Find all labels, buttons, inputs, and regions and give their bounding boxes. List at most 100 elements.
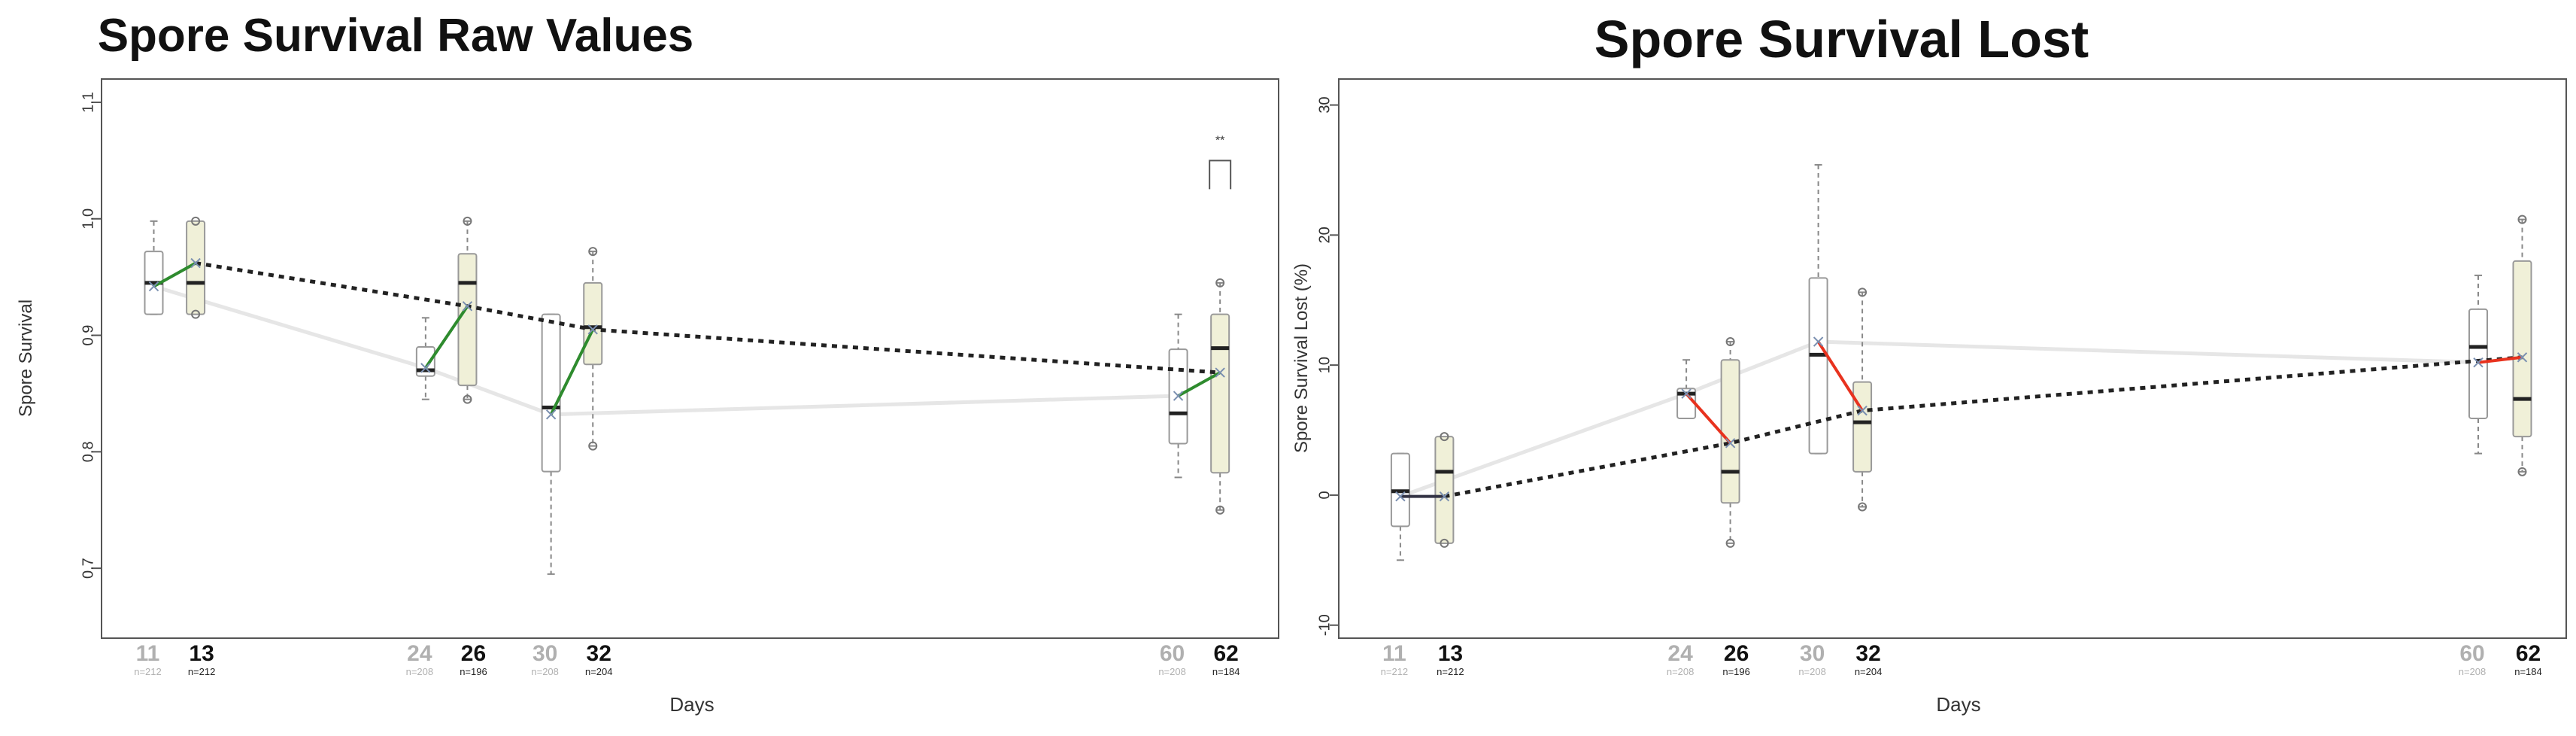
box-26 bbox=[457, 253, 478, 387]
y-tick-label: 30 bbox=[1316, 96, 1333, 113]
data-point bbox=[463, 216, 472, 226]
chart-raw-values: 0.7 0.8 0.9 1.0 1.1 Spore Survival Days 11 n=212… bbox=[16, 78, 1279, 716]
x-tick-label-13: 13 bbox=[189, 641, 214, 666]
data-point bbox=[588, 441, 598, 451]
mean-marker bbox=[1173, 391, 1184, 401]
n-count-32: n=204 bbox=[585, 666, 613, 677]
mean-marker bbox=[587, 324, 598, 335]
x-tick-label-11: 11 bbox=[1382, 641, 1406, 666]
mean-marker bbox=[2473, 357, 2483, 368]
x-tick-label-60: 60 bbox=[1160, 641, 1185, 666]
x-tick-label-30: 30 bbox=[1800, 641, 1825, 666]
y-tick-label: 0.7 bbox=[80, 558, 96, 579]
mean-marker bbox=[1215, 367, 1225, 378]
box-30 bbox=[1808, 277, 1828, 455]
mean-marker bbox=[1681, 388, 1692, 399]
box-26 bbox=[1720, 359, 1740, 504]
data-point bbox=[1440, 538, 1449, 548]
mean-marker bbox=[148, 281, 159, 292]
data-point bbox=[1215, 278, 1225, 287]
data-point bbox=[1725, 538, 1735, 548]
treated-trend-line bbox=[195, 261, 1221, 375]
pair-line bbox=[1177, 371, 1221, 397]
x-axis-label: Days bbox=[669, 693, 714, 716]
x-tick-label-62: 62 bbox=[2516, 641, 2541, 666]
mean-marker bbox=[545, 409, 557, 420]
treated-trend-line bbox=[1443, 355, 2523, 499]
significance-label: ** bbox=[1215, 134, 1224, 147]
chart-panel-raw-values: Spore Survival Raw Values 0.7 0.8 0.9 1.0 1.… bbox=[16, 10, 1279, 716]
y-axis-label: Spore Survival bbox=[16, 300, 36, 417]
box-13 bbox=[1434, 436, 1455, 544]
mean-marker bbox=[420, 363, 431, 373]
box-32 bbox=[583, 281, 603, 366]
pair-line bbox=[2477, 355, 2523, 364]
x-tick-label-26: 26 bbox=[461, 641, 486, 666]
mean-marker bbox=[462, 301, 473, 312]
n-count-13: n=212 bbox=[188, 666, 216, 677]
chart-title: Spore Survival Raw Values bbox=[97, 10, 694, 62]
data-point bbox=[1440, 432, 1449, 442]
data-point bbox=[1215, 505, 1225, 515]
pair-line bbox=[153, 261, 197, 288]
pair-line bbox=[424, 305, 469, 370]
mean-marker bbox=[1813, 336, 1824, 347]
chart-panel-survival-lost: Spore Survival Lost -10 0 10 20 30 Spore Surv… bbox=[1288, 0, 2576, 736]
x-tick-label-24: 24 bbox=[1667, 641, 1693, 666]
box-60 bbox=[2468, 308, 2489, 419]
data-point bbox=[191, 216, 201, 226]
n-count-30: n=208 bbox=[531, 666, 559, 677]
x-tick-label-60: 60 bbox=[2459, 641, 2484, 666]
data-point bbox=[191, 309, 201, 319]
y-tick-label: 1.0 bbox=[80, 208, 96, 230]
n-count-32: n=204 bbox=[1855, 666, 1883, 677]
x-tick-label-62: 62 bbox=[1213, 641, 1238, 666]
box-30 bbox=[541, 313, 561, 473]
control-mean-line bbox=[1400, 339, 2479, 499]
data-point bbox=[1725, 337, 1735, 347]
x-tick-label-32: 32 bbox=[587, 641, 611, 666]
n-count-26: n=196 bbox=[1722, 666, 1750, 677]
y-tick-label: 1.1 bbox=[80, 92, 96, 113]
mean-marker bbox=[1439, 491, 1450, 502]
pair-line bbox=[1685, 392, 1732, 445]
data-point bbox=[2517, 467, 2527, 476]
box-62 bbox=[1210, 313, 1230, 474]
data-point bbox=[1858, 502, 1868, 512]
plot-frame bbox=[101, 78, 1279, 639]
x-axis-label: Days bbox=[1936, 693, 1980, 716]
n-count-24: n=208 bbox=[406, 666, 434, 677]
n-count-24: n=208 bbox=[1667, 666, 1695, 677]
y-tick-label: 0.9 bbox=[80, 325, 96, 346]
data-point bbox=[588, 247, 598, 257]
significance-bracket bbox=[1209, 160, 1232, 190]
data-point bbox=[1858, 287, 1868, 297]
plot-frame bbox=[1338, 78, 2567, 639]
y-tick-label: 20 bbox=[1316, 227, 1333, 243]
y-tick-label: 10 bbox=[1316, 357, 1333, 373]
pair-line bbox=[549, 328, 595, 415]
box-32 bbox=[1852, 381, 1873, 473]
x-tick-label-30: 30 bbox=[532, 641, 557, 666]
n-count-60: n=208 bbox=[2459, 666, 2486, 677]
x-tick-label-24: 24 bbox=[407, 641, 432, 666]
y-axis-label: Spore Survival Lost (%) bbox=[1291, 263, 1312, 453]
y-tick-label: 0.8 bbox=[80, 441, 96, 462]
pair-line bbox=[1816, 340, 1864, 412]
data-point bbox=[2517, 214, 2527, 224]
n-count-60: n=208 bbox=[1158, 666, 1186, 677]
mean-marker bbox=[1395, 491, 1406, 502]
box-62 bbox=[2512, 260, 2532, 438]
n-count-11: n=212 bbox=[1381, 666, 1409, 677]
n-count-30: n=208 bbox=[1798, 666, 1826, 677]
x-tick-label-32: 32 bbox=[1855, 641, 1880, 666]
mean-marker bbox=[1857, 405, 1868, 416]
mean-marker bbox=[190, 257, 201, 269]
n-count-62: n=184 bbox=[2514, 666, 2542, 677]
control-mean-line bbox=[153, 284, 1179, 417]
x-tick-label-11: 11 bbox=[136, 641, 160, 666]
x-tick-label-26: 26 bbox=[1724, 641, 1749, 666]
mean-marker bbox=[1725, 438, 1736, 449]
x-tick-label-13: 13 bbox=[1438, 641, 1463, 666]
